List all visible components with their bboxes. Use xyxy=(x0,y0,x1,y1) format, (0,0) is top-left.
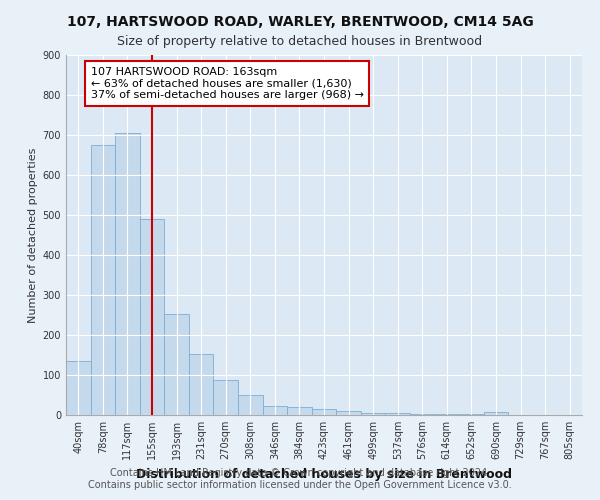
Bar xyxy=(361,412,385,415)
Bar xyxy=(164,314,189,415)
Text: 107 HARTSWOOD ROAD: 163sqm
← 63% of detached houses are smaller (1,630)
37% of s: 107 HARTSWOOD ROAD: 163sqm ← 63% of deta… xyxy=(91,67,364,100)
X-axis label: Distribution of detached houses by size in Brentwood: Distribution of detached houses by size … xyxy=(136,468,512,480)
Bar xyxy=(410,414,434,415)
Bar xyxy=(263,406,287,415)
Bar xyxy=(434,414,459,415)
Bar xyxy=(140,219,164,415)
Bar xyxy=(459,414,484,415)
Bar xyxy=(91,145,115,415)
Y-axis label: Number of detached properties: Number of detached properties xyxy=(28,148,38,322)
Bar xyxy=(238,395,263,415)
Bar xyxy=(312,409,336,415)
Bar xyxy=(115,133,140,415)
Text: Contains HM Land Registry data © Crown copyright and database right 2024.
Contai: Contains HM Land Registry data © Crown c… xyxy=(88,468,512,490)
Bar xyxy=(336,412,361,415)
Bar xyxy=(66,361,91,415)
Bar xyxy=(484,412,508,415)
Text: Size of property relative to detached houses in Brentwood: Size of property relative to detached ho… xyxy=(118,35,482,48)
Bar xyxy=(214,380,238,415)
Bar xyxy=(189,354,214,415)
Bar xyxy=(287,407,312,415)
Text: 107, HARTSWOOD ROAD, WARLEY, BRENTWOOD, CM14 5AG: 107, HARTSWOOD ROAD, WARLEY, BRENTWOOD, … xyxy=(67,15,533,29)
Bar xyxy=(385,414,410,415)
